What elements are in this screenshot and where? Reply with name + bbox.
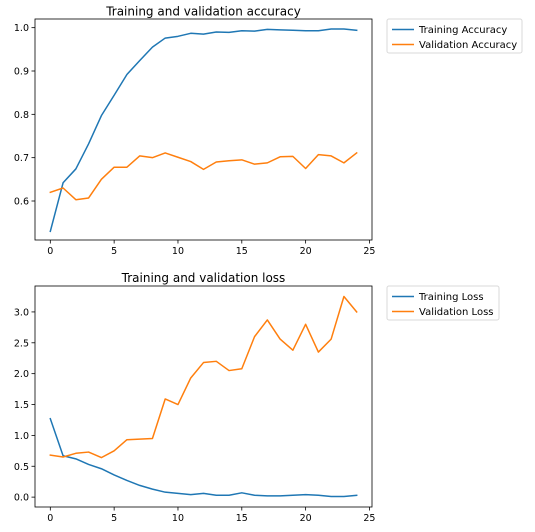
y-tick-label: 2.5 <box>14 338 29 349</box>
y-tick-label: 0.7 <box>14 153 29 164</box>
x-tick-label: 20 <box>300 246 312 257</box>
x-tick-label: 10 <box>172 513 184 524</box>
loss-chart-title: Training and validation loss <box>121 271 286 285</box>
x-tick-label: 10 <box>172 246 184 257</box>
series-line-training-accuracy <box>49 28 358 233</box>
y-tick-label: 0.8 <box>14 110 29 121</box>
accuracy-chart-title: Training and validation accuracy <box>105 5 301 19</box>
legend-label-training-accuracy: Training Accuracy <box>418 25 507 36</box>
loss-legend: Training Loss Validation Loss <box>386 285 500 321</box>
y-tick-label: 3.0 <box>14 307 29 318</box>
legend-label-validation-loss: Validation Loss <box>419 307 494 318</box>
x-tick-label: 5 <box>111 513 117 524</box>
x-tick-label: 20 <box>300 513 312 524</box>
accuracy-legend-box <box>386 18 523 54</box>
x-tick-label: 15 <box>236 513 248 524</box>
loss-legend-box <box>386 285 500 321</box>
x-tick-label: 25 <box>363 513 375 524</box>
loss-ticks: 0 5 10 15 20 25 0.0 0.5 1.0 1.5 2.0 2.5 3.0 <box>14 307 376 524</box>
loss-chart: Training and validation loss 0 5 10 15 20 250… <box>14 271 500 524</box>
x-tick-label: 15 <box>236 246 248 257</box>
series-line-training-loss <box>49 417 358 498</box>
y-tick-label: 0.0 <box>14 493 29 504</box>
accuracy-chart: Training and validation accuracy 0 5 10 15 2… <box>14 5 523 257</box>
legend-label-validation-accuracy: Validation Accuracy <box>419 40 517 51</box>
x-tick-label: 5 <box>111 246 117 257</box>
x-tick-label: 0 <box>47 513 53 524</box>
y-tick-label: 0.9 <box>14 67 29 78</box>
loss-series-lines <box>49 295 358 498</box>
y-tick-label: 0.5 <box>14 462 29 473</box>
accuracy-axes <box>34 18 373 241</box>
loss-axes <box>34 285 373 508</box>
legend-label-training-loss: Training Loss <box>418 292 484 303</box>
series-line-validation-accuracy <box>49 151 358 201</box>
series-line-validation-loss <box>49 295 358 459</box>
x-tick-label: 0 <box>47 246 53 257</box>
accuracy-series-lines <box>49 28 358 233</box>
y-tick-label: 1.5 <box>14 400 29 411</box>
y-tick-label: 1.0 <box>14 431 29 442</box>
loss-plot-frame <box>34 285 373 508</box>
accuracy-ticks: 0 5 10 15 20 25 0.6 0.7 0.8 0.9 1.0 <box>14 23 376 257</box>
x-tick-label: 25 <box>363 246 375 257</box>
y-tick-label: 2.0 <box>14 369 29 380</box>
accuracy-legend: Training Accuracy Validation Accuracy <box>386 18 523 54</box>
y-tick-label: 0.6 <box>14 197 29 208</box>
y-tick-label: 1.0 <box>14 23 29 34</box>
accuracy-plot-frame <box>34 18 373 241</box>
